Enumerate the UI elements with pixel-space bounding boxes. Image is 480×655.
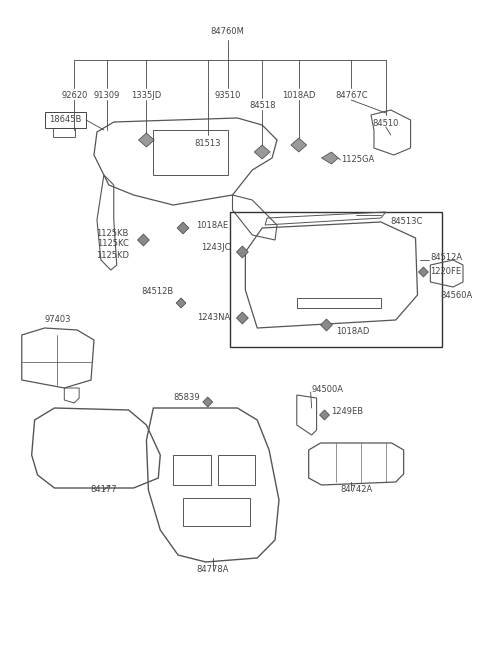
Polygon shape (203, 397, 213, 407)
Bar (297, 298, 381, 308)
Text: 97403: 97403 (44, 316, 71, 324)
Text: 84760M: 84760M (211, 28, 244, 37)
Bar (173, 455, 211, 485)
Text: 84513C: 84513C (391, 217, 423, 227)
Text: 84560A: 84560A (440, 291, 472, 299)
Text: 1125KB: 1125KB (96, 229, 129, 238)
Text: 84518: 84518 (249, 102, 276, 111)
Polygon shape (237, 312, 248, 324)
Text: 84512B: 84512B (141, 288, 173, 297)
Polygon shape (177, 222, 189, 234)
Text: 81513: 81513 (194, 138, 221, 147)
Polygon shape (137, 234, 149, 246)
Text: 84177: 84177 (91, 485, 117, 495)
Bar (217, 455, 255, 485)
Polygon shape (237, 246, 248, 258)
Text: 92620: 92620 (61, 92, 87, 100)
Text: 1018AD: 1018AD (336, 328, 370, 337)
Polygon shape (419, 267, 428, 277)
Bar (229, 212, 442, 347)
Bar (153, 130, 228, 175)
Polygon shape (322, 152, 338, 164)
Text: 18645B: 18645B (49, 115, 82, 124)
Text: 94500A: 94500A (312, 386, 344, 394)
Polygon shape (291, 138, 307, 152)
Text: 84778A: 84778A (196, 565, 229, 574)
Text: 93510: 93510 (215, 92, 241, 100)
Text: 1125KD: 1125KD (96, 250, 129, 259)
Text: 1335JD: 1335JD (132, 92, 162, 100)
Text: 85839: 85839 (173, 394, 200, 403)
Text: 91309: 91309 (94, 92, 120, 100)
Text: 1018AD: 1018AD (282, 92, 315, 100)
Bar (53, 128, 75, 137)
Text: 1243JC: 1243JC (201, 244, 230, 252)
Polygon shape (176, 298, 186, 308)
Bar (45, 112, 86, 128)
Text: 1243NA: 1243NA (197, 314, 230, 322)
Polygon shape (139, 133, 155, 147)
Text: 1220FE: 1220FE (431, 267, 461, 276)
Polygon shape (320, 410, 329, 420)
Text: 1018AE: 1018AE (196, 221, 228, 229)
Text: 84512A: 84512A (431, 253, 463, 263)
Polygon shape (254, 145, 270, 159)
Text: 1125GA: 1125GA (341, 155, 374, 164)
Polygon shape (321, 319, 333, 331)
Text: 84767C: 84767C (335, 92, 368, 100)
Text: 1249EB: 1249EB (331, 407, 363, 417)
Bar (183, 498, 250, 526)
Text: 84510: 84510 (372, 119, 399, 128)
Text: 1125KC: 1125KC (97, 240, 129, 248)
Text: 84742A: 84742A (340, 485, 372, 495)
